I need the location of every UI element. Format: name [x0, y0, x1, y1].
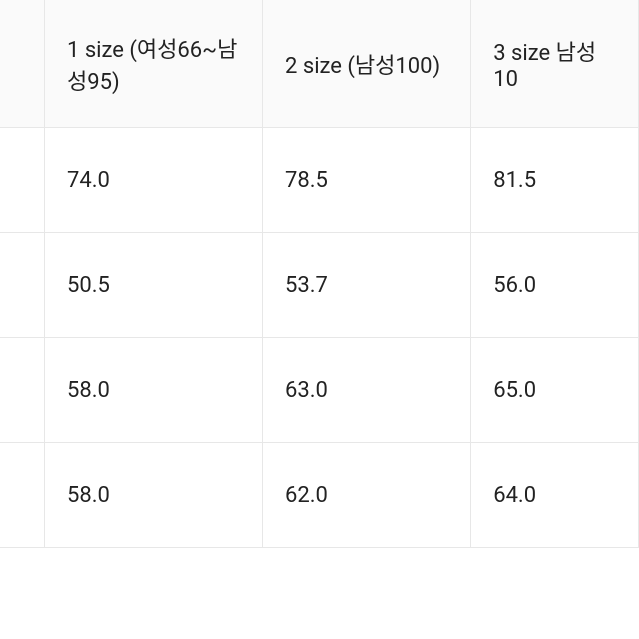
- size-table: 1 size (여성66~남성95) 2 size (남성100) 3 size…: [0, 0, 639, 548]
- table-cell: 63.0: [263, 338, 471, 443]
- table-header-row: 1 size (여성66~남성95) 2 size (남성100) 3 size…: [0, 0, 639, 128]
- table-cell: 78.5: [263, 128, 471, 233]
- table-cell: 58.0: [45, 338, 263, 443]
- table-cell-stub: [0, 338, 45, 443]
- table-cell: 50.5: [45, 233, 263, 338]
- size-table-container: 1 size (여성66~남성95) 2 size (남성100) 3 size…: [0, 0, 639, 638]
- table-header-size-1: 1 size (여성66~남성95): [45, 0, 263, 128]
- table-cell: 65.0: [471, 338, 639, 443]
- table-row: 58.0 63.0 65.0: [0, 338, 639, 443]
- table-cell-stub: [0, 233, 45, 338]
- table-row: 58.0 62.0 64.0: [0, 443, 639, 548]
- table-cell: 58.0: [45, 443, 263, 548]
- table-cell: 56.0: [471, 233, 639, 338]
- table-cell: 62.0: [263, 443, 471, 548]
- table-row: 50.5 53.7 56.0: [0, 233, 639, 338]
- table-cell: 81.5: [471, 128, 639, 233]
- table-header-size-2: 2 size (남성100): [263, 0, 471, 128]
- table-cell-stub: [0, 128, 45, 233]
- table-header-size-3: 3 size 남성10: [471, 0, 639, 128]
- table-cell: 74.0: [45, 128, 263, 233]
- table-header-stub: [0, 0, 45, 128]
- table-row: 74.0 78.5 81.5: [0, 128, 639, 233]
- table-cell: 53.7: [263, 233, 471, 338]
- table-cell: 64.0: [471, 443, 639, 548]
- table-cell-stub: [0, 443, 45, 548]
